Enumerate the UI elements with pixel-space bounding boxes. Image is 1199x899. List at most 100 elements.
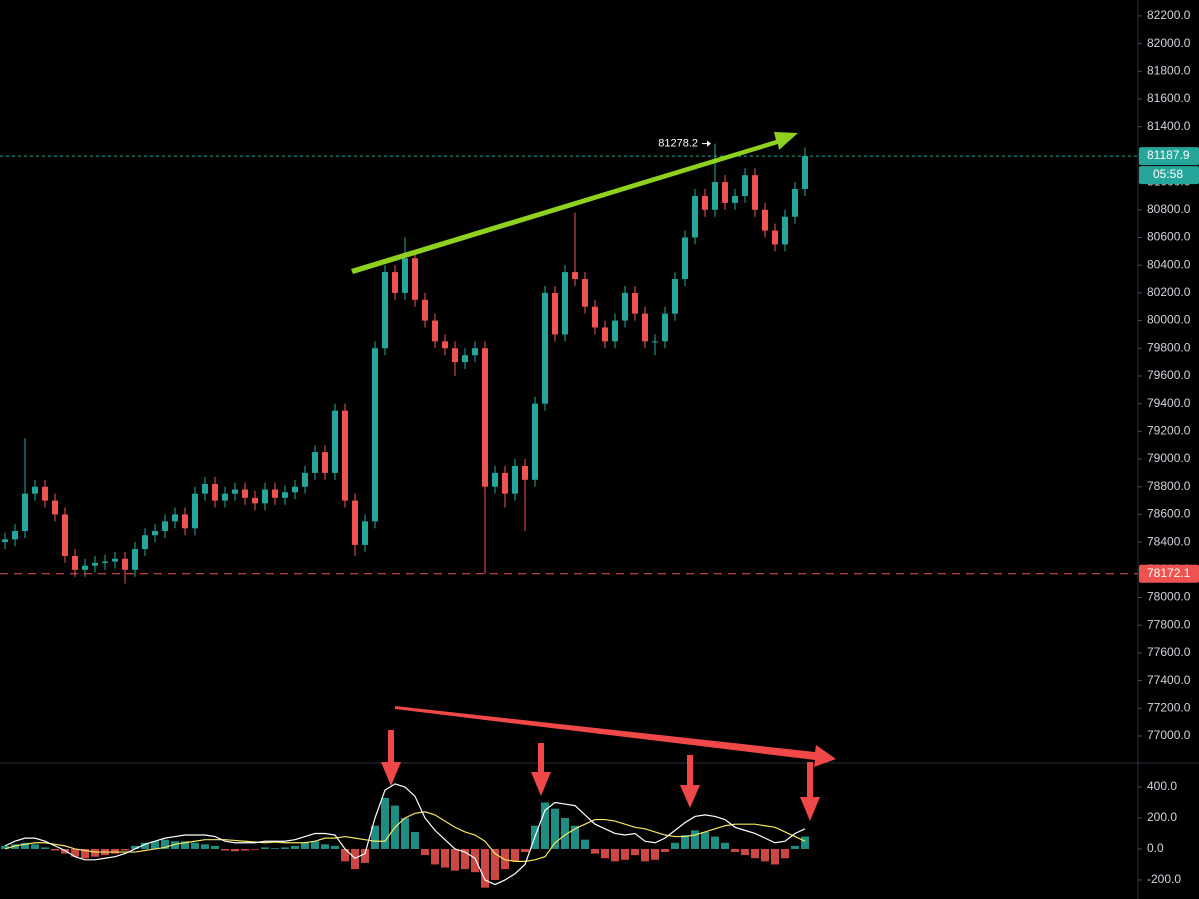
candle-body: [792, 189, 798, 217]
candle-body: [412, 258, 418, 300]
candle-body: [772, 230, 778, 245]
histogram-bar: [351, 848, 359, 870]
candle-body: [312, 452, 318, 473]
candle-body: [122, 558, 128, 570]
candle-body: [722, 182, 728, 203]
histogram-bar: [281, 847, 289, 849]
histogram-bar: [331, 845, 339, 849]
candle-body: [572, 272, 578, 280]
y-tick-label: 82000.0: [1147, 36, 1191, 50]
candle-body: [462, 355, 468, 363]
candle-body: [102, 561, 108, 563]
histogram-bar: [401, 817, 409, 849]
candle-body: [712, 182, 718, 210]
candle-body: [152, 531, 158, 536]
histogram-bar: [501, 848, 509, 870]
histogram-bar: [511, 848, 519, 862]
candle-body: [132, 549, 138, 570]
candle-body: [542, 292, 548, 404]
y-tick-label: 82200.0: [1147, 8, 1191, 22]
candle-body: [62, 514, 68, 556]
y-tick-label: 78800.0: [1147, 479, 1191, 493]
y-tick-label: 77600.0: [1147, 645, 1191, 659]
y-tick-label: 77200.0: [1147, 700, 1191, 714]
candle-body: [632, 292, 638, 314]
candle-body: [472, 348, 478, 356]
histogram-bar: [201, 844, 209, 849]
histogram-bar: [591, 848, 599, 854]
histogram-bar: [161, 839, 169, 849]
histogram-bar: [1, 845, 9, 849]
histogram-bar: [131, 845, 139, 849]
y-tick-label: 79000.0: [1147, 451, 1191, 465]
y-tick-label: 77400.0: [1147, 673, 1191, 687]
candle-body: [282, 492, 288, 498]
candle-body: [22, 493, 28, 532]
candle-body: [692, 195, 698, 238]
y-tick-label: 81600.0: [1147, 91, 1191, 105]
y-tick-label: 81400.0: [1147, 119, 1191, 133]
candle-body: [52, 500, 58, 515]
candle-body: [202, 483, 208, 494]
histogram-bar: [681, 835, 689, 849]
y-tick-label: 200.0: [1147, 810, 1177, 824]
candle-body: [382, 272, 388, 349]
candle-body: [512, 465, 518, 494]
histogram-bar: [671, 842, 679, 849]
candle-body: [642, 313, 648, 342]
histogram-bar: [661, 848, 669, 853]
histogram-bar: [361, 848, 369, 863]
candle-body: [82, 565, 88, 570]
histogram-bar: [481, 848, 489, 888]
candle-body: [172, 514, 178, 522]
candle-body: [762, 209, 768, 231]
y-tick-label: 77000.0: [1147, 728, 1191, 742]
candle-body: [662, 313, 668, 342]
candle-body: [362, 521, 368, 545]
y-tick-label: -200.0: [1147, 872, 1181, 886]
y-tick-label: 79400.0: [1147, 396, 1191, 410]
histogram-bar: [601, 848, 609, 859]
histogram-bar: [21, 842, 29, 849]
histogram-bar: [81, 848, 89, 859]
candle-body: [112, 558, 118, 562]
histogram-bar: [761, 848, 769, 862]
candle-body: [182, 514, 188, 529]
histogram-bar: [711, 836, 719, 849]
candle-body: [532, 403, 538, 480]
histogram-bar: [171, 841, 179, 849]
histogram-bar: [721, 842, 729, 849]
candle-body: [482, 348, 488, 487]
candle-body: [452, 348, 458, 363]
candle-body: [562, 272, 568, 335]
histogram-bar: [431, 848, 439, 865]
price-tag-label: 81187.9: [1147, 148, 1190, 162]
candle-body: [442, 341, 448, 349]
histogram-bar: [241, 848, 249, 851]
histogram-bar: [211, 845, 219, 849]
y-tick-label: 79800.0: [1147, 340, 1191, 354]
histogram-bar: [451, 848, 459, 871]
histogram-bar: [251, 848, 259, 850]
histogram-bar: [791, 845, 799, 849]
down-arrow: [800, 762, 820, 821]
histogram-bar: [641, 848, 649, 862]
candle-body: [602, 327, 608, 342]
candle-body: [252, 497, 258, 504]
candle-body: [272, 489, 278, 498]
price-tag-label: 78172.1: [1147, 566, 1191, 580]
candle-body: [2, 539, 8, 543]
candle-body: [232, 489, 238, 494]
candle-body: [652, 341, 658, 343]
histogram-bar: [291, 845, 299, 849]
histogram-bar: [181, 841, 189, 849]
histogram-bar: [41, 847, 49, 849]
histogram-bar: [91, 848, 99, 857]
histogram-bar: [551, 808, 559, 849]
histogram-bar: [51, 848, 59, 851]
candle-body: [502, 472, 508, 494]
y-tick-label: 400.0: [1147, 779, 1177, 793]
candle-body: [802, 156, 808, 190]
histogram-bar: [31, 844, 39, 849]
